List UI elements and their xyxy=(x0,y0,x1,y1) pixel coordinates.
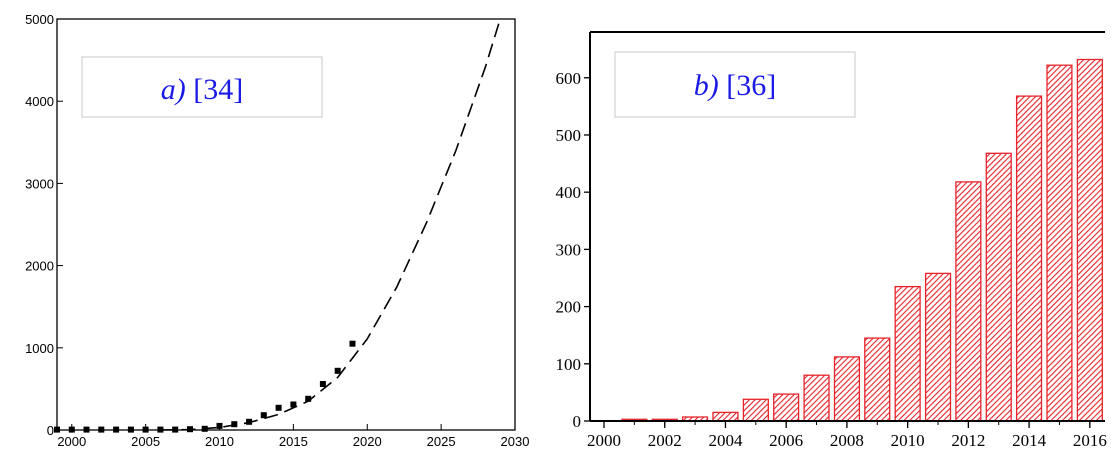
y-tick-label: 200 xyxy=(556,298,582,317)
x-tick-label: 2005 xyxy=(131,434,160,449)
panel-a-label-ref: [34] xyxy=(193,73,243,106)
panel-a-scatter-chart: 2000 2005 2010 2015 2020 2025 2030 0 1000 2000 300… xyxy=(25,12,529,449)
bar xyxy=(803,374,830,422)
y-tick-label: 0 xyxy=(573,412,582,431)
panel-a-label: a) [34] xyxy=(161,73,243,106)
x-tick-label: 2004 xyxy=(708,431,743,450)
panel-a-label-letter: a) xyxy=(161,73,186,106)
data-point xyxy=(319,381,326,387)
data-point xyxy=(187,426,193,433)
x-tick-label: 2030 xyxy=(501,434,530,449)
x-tick-label: 2002 xyxy=(648,431,682,450)
x-tick-label: 2012 xyxy=(951,431,985,450)
y-tick-label: 600 xyxy=(556,69,582,88)
y-tick-label: 400 xyxy=(556,183,582,202)
data-point xyxy=(201,425,208,432)
data-point xyxy=(231,421,238,428)
x-tick-label: 2000 xyxy=(57,434,86,449)
y-tick-label: 1000 xyxy=(25,341,54,356)
data-point xyxy=(290,401,297,408)
y-tick-label: 0 xyxy=(47,423,54,438)
panel-b-bar-chart: 2000 2002 2004 2006 2008 2010 2012 2014 2016 0 100… xyxy=(556,31,1107,450)
y-tick-label: 3000 xyxy=(25,176,54,191)
panel-b-label-box xyxy=(614,51,856,118)
bar xyxy=(985,152,1012,422)
y-tick-label: 4000 xyxy=(25,94,54,109)
x-tick-label: 2025 xyxy=(427,434,456,449)
y-tick-label: 2000 xyxy=(25,259,54,274)
bar xyxy=(773,393,800,422)
panel-b-label-letter: b) xyxy=(694,69,719,102)
bar xyxy=(742,398,769,422)
data-point xyxy=(305,395,312,402)
data-point xyxy=(260,412,267,419)
x-tick-label: 2010 xyxy=(891,431,925,450)
bar xyxy=(1076,58,1103,422)
bar xyxy=(712,411,739,422)
bar xyxy=(894,285,921,422)
bar xyxy=(1015,95,1043,422)
x-tick-label: 2015 xyxy=(279,434,308,449)
y-tick-label: 500 xyxy=(556,126,582,145)
x-tick-label: 2000 xyxy=(587,431,621,450)
fit-curve-line xyxy=(160,18,501,431)
y-tick-label: 100 xyxy=(556,355,582,374)
panel-a-label-box xyxy=(81,56,323,118)
x-tick-label: 2014 xyxy=(1012,431,1047,450)
data-point xyxy=(275,404,282,411)
panel-a-plot-frame xyxy=(56,18,516,431)
bar xyxy=(1046,64,1073,422)
y-tick-label: 300 xyxy=(556,240,582,259)
bar xyxy=(924,272,952,422)
panel-b-label-ref: [36] xyxy=(726,69,776,102)
x-tick-label: 2006 xyxy=(769,431,803,450)
x-tick-label: 2016 xyxy=(1073,431,1107,450)
data-point xyxy=(246,418,253,425)
data-point xyxy=(334,367,341,374)
panel-b-label: b) [36] xyxy=(694,69,776,102)
x-tick-label: 2008 xyxy=(830,431,864,450)
bar xyxy=(833,356,861,422)
x-tick-label: 2020 xyxy=(353,434,382,449)
bar xyxy=(864,337,891,422)
y-tick-label: 5000 xyxy=(25,12,54,27)
x-tick-label: 2010 xyxy=(205,434,234,449)
data-point xyxy=(349,340,356,347)
bar xyxy=(955,181,982,422)
